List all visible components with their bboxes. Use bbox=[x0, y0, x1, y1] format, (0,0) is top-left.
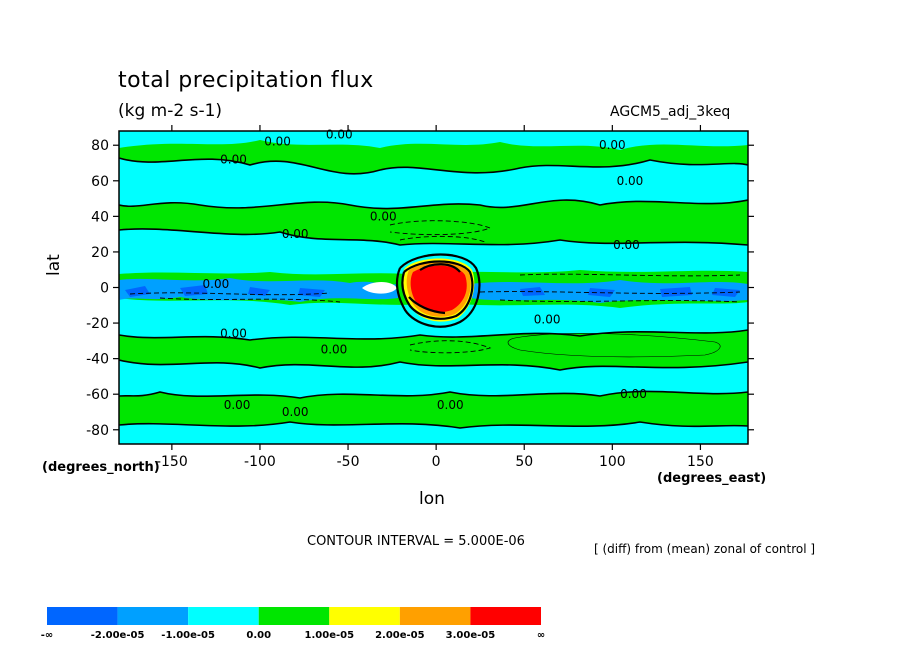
negative-region-south-mid bbox=[119, 360, 748, 398]
anomaly-contour-lines bbox=[395, 253, 481, 328]
colorbar-swatch bbox=[258, 607, 330, 625]
y-axis-ticks: 80 60 40 20 0 -20 -40 -60 -80 bbox=[86, 138, 754, 439]
y-tick-label: 40 bbox=[91, 209, 109, 225]
max-positive-anomaly bbox=[410, 265, 467, 313]
negative-contour-lines bbox=[129, 220, 741, 354]
contour-label: 0.00 bbox=[437, 398, 464, 412]
contour-label: 0.00 bbox=[203, 277, 230, 291]
y-tick-label: -60 bbox=[86, 387, 109, 403]
y-tick-label: -40 bbox=[86, 352, 109, 368]
contour-label: 0.00 bbox=[224, 398, 251, 412]
y-tick-label: 80 bbox=[91, 138, 109, 154]
run-name: AGCM5_adj_3keq bbox=[610, 104, 731, 120]
positive-region-south-pacific bbox=[507, 333, 721, 358]
x-tick-label: 100 bbox=[599, 454, 626, 470]
contour-label: 0.00 bbox=[282, 227, 309, 241]
very-strong-negative-patches bbox=[125, 285, 740, 297]
contour-label: 0.00 bbox=[321, 343, 348, 357]
colorbar-label: -1.00e-05 bbox=[161, 630, 215, 641]
contour-label: 0.00 bbox=[599, 138, 626, 152]
y-units-label: (degrees_north) bbox=[42, 460, 160, 475]
colorbar-label: 0.00 bbox=[246, 630, 271, 641]
y-tick-label: 0 bbox=[100, 281, 109, 297]
contour-label: 0.00 bbox=[282, 405, 309, 419]
contour-label: 0.00 bbox=[370, 209, 397, 223]
contour-label-group: 0.00 0.00 0.00 0.00 0.00 0.00 0.00 0.00 0.00 0.00… bbox=[203, 128, 647, 419]
y-tick-label: -80 bbox=[86, 423, 109, 439]
difference-note: [ (diff) from (mean) zonal of control ] bbox=[594, 542, 816, 556]
x-tick-label: 150 bbox=[687, 454, 714, 470]
negative-region-north-pole bbox=[119, 131, 748, 150]
colorbar-swatch bbox=[399, 607, 471, 625]
colorbar-swatch bbox=[117, 607, 189, 625]
colorbar-swatch bbox=[47, 607, 118, 625]
negative-region-north-band bbox=[119, 158, 748, 209]
contour-label: 0.00 bbox=[220, 152, 247, 166]
x-tick-label: 0 bbox=[432, 454, 441, 470]
map-field bbox=[119, 131, 748, 444]
colorbar-label: 1.00e-05 bbox=[305, 630, 355, 641]
colorbar-swatch bbox=[188, 607, 259, 625]
x-tick-label: -150 bbox=[156, 454, 188, 470]
y-tick-label: -20 bbox=[86, 316, 109, 332]
colorbar-label: -2.00e-05 bbox=[91, 630, 145, 641]
contour-label: 0.00 bbox=[326, 128, 353, 142]
colorbar-swatch bbox=[329, 607, 400, 625]
chart-title: total precipitation flux bbox=[118, 68, 374, 93]
y-tick-label: 20 bbox=[91, 245, 109, 261]
y-tick-label: 60 bbox=[91, 174, 109, 190]
contour-label: 0.00 bbox=[613, 238, 640, 252]
colorbar-label: ∞ bbox=[537, 630, 545, 641]
contour-label: 0.00 bbox=[220, 327, 247, 341]
contour-interval: CONTOUR INTERVAL = 5.000E-06 bbox=[307, 534, 525, 549]
contour-label: 0.00 bbox=[534, 313, 561, 327]
colorbar: -∞ -2.00e-05 -1.00e-05 0.00 1.00e-05 2.00e-05… bbox=[41, 607, 545, 641]
x-tick-label: -50 bbox=[337, 454, 360, 470]
chart-units: (kg m-2 s-1) bbox=[118, 101, 223, 121]
colorbar-label: -∞ bbox=[41, 630, 53, 641]
x-units-label: (degrees_east) bbox=[657, 471, 767, 486]
colorbar-label: 3.00e-05 bbox=[446, 630, 496, 641]
x-axis-label: lon bbox=[419, 489, 445, 509]
negative-region-south-pole bbox=[119, 422, 748, 444]
x-axis-ticks: -150 -100 -50 0 50 100 150 bbox=[156, 125, 714, 470]
x-tick-label: 50 bbox=[515, 454, 533, 470]
x-tick-label: -100 bbox=[244, 454, 276, 470]
contour-label: 0.00 bbox=[617, 174, 644, 188]
colorbar-label: 2.00e-05 bbox=[375, 630, 425, 641]
contour-label: 0.00 bbox=[264, 135, 291, 149]
missing-data-patch bbox=[362, 282, 397, 294]
contour-label: 0.00 bbox=[620, 387, 647, 401]
negative-region-subtropics-north bbox=[119, 228, 748, 275]
colorbar-swatch bbox=[470, 607, 541, 625]
zero-contour-lines bbox=[119, 157, 748, 429]
